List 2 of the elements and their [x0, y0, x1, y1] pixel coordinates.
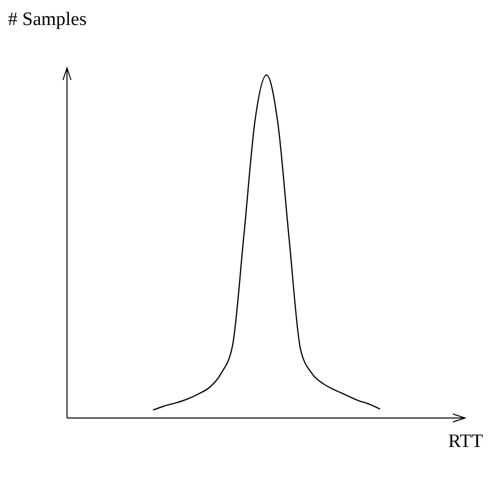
y-axis-title: # Samples: [8, 9, 87, 30]
x-axis-title: RTT: [448, 431, 484, 452]
